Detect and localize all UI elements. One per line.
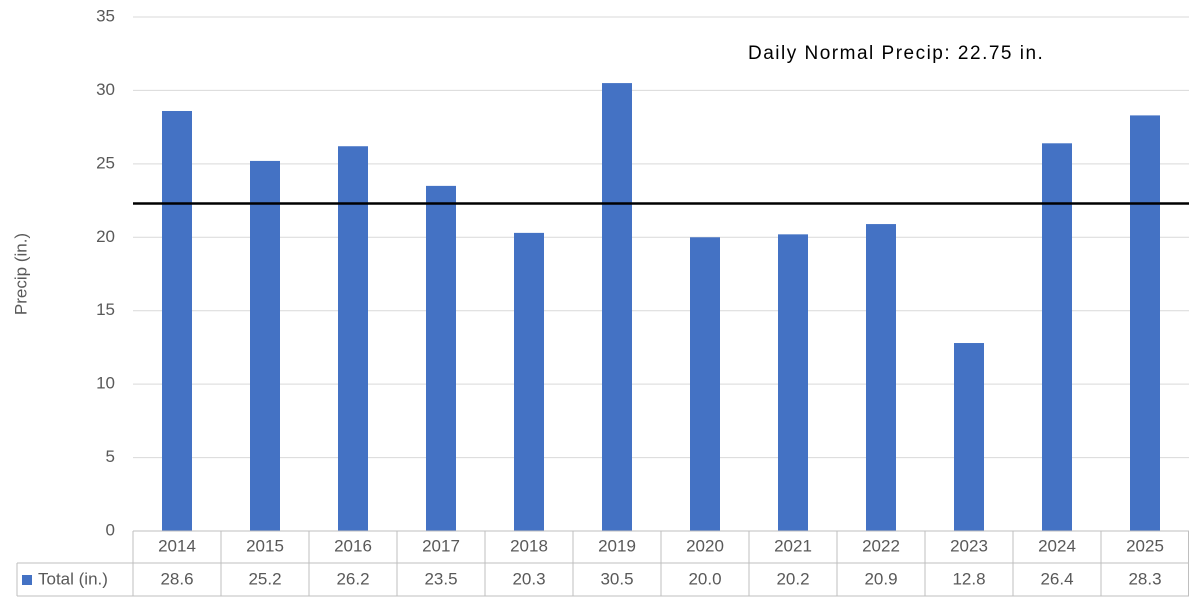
bar xyxy=(778,234,808,531)
data-table-value: 20.0 xyxy=(688,569,721,588)
data-table-value: 26.4 xyxy=(1040,569,1073,588)
data-table-value: 20.2 xyxy=(776,569,809,588)
x-tick-label: 2018 xyxy=(510,536,548,555)
data-table-value: 12.8 xyxy=(952,569,985,588)
bar xyxy=(426,185,456,531)
x-tick-label: 2015 xyxy=(246,536,284,555)
y-tick-label: 0 xyxy=(106,520,115,539)
data-table-value: 28.6 xyxy=(160,569,193,588)
y-tick-label: 30 xyxy=(96,80,115,99)
bar xyxy=(690,237,720,532)
x-tick-label: 2019 xyxy=(598,536,636,555)
bar xyxy=(1130,115,1160,531)
x-tick-label: 2021 xyxy=(774,536,812,555)
x-tick-label: 2016 xyxy=(334,536,372,555)
data-table-value: 30.5 xyxy=(600,569,633,588)
data-table-value: 26.2 xyxy=(336,569,369,588)
data-table-value: 25.2 xyxy=(248,569,281,588)
bar xyxy=(250,160,280,532)
x-tick-label: 2025 xyxy=(1126,536,1164,555)
bar xyxy=(162,110,192,531)
x-tick-label: 2024 xyxy=(1038,536,1076,555)
x-tick-label: 2017 xyxy=(422,536,460,555)
y-tick-label: 10 xyxy=(96,374,115,393)
bar xyxy=(338,146,368,531)
y-tick-label: 5 xyxy=(106,447,115,466)
legend-label: Total (in.) xyxy=(38,569,108,588)
bar xyxy=(1042,143,1072,531)
bar xyxy=(866,224,896,531)
y-tick-label: 35 xyxy=(96,6,115,25)
bar xyxy=(514,232,544,531)
x-tick-label: 2020 xyxy=(686,536,724,555)
y-axis-label: Precip (in.) xyxy=(11,233,30,315)
x-tick-label: 2023 xyxy=(950,536,988,555)
y-tick-label: 25 xyxy=(96,153,115,172)
data-table-value: 20.3 xyxy=(512,569,545,588)
y-tick-label: 15 xyxy=(96,300,115,319)
legend-key xyxy=(22,575,32,585)
bar xyxy=(602,83,632,531)
bar xyxy=(954,343,984,531)
data-table-value: 23.5 xyxy=(424,569,457,588)
y-tick-label: 20 xyxy=(96,227,115,246)
x-tick-label: 2014 xyxy=(158,536,196,555)
annotation: Daily Normal Precip: 22.75 in. xyxy=(748,43,1044,64)
data-table-value: 20.9 xyxy=(864,569,897,588)
data-table-value: 28.3 xyxy=(1128,569,1161,588)
x-tick-label: 2022 xyxy=(862,536,900,555)
